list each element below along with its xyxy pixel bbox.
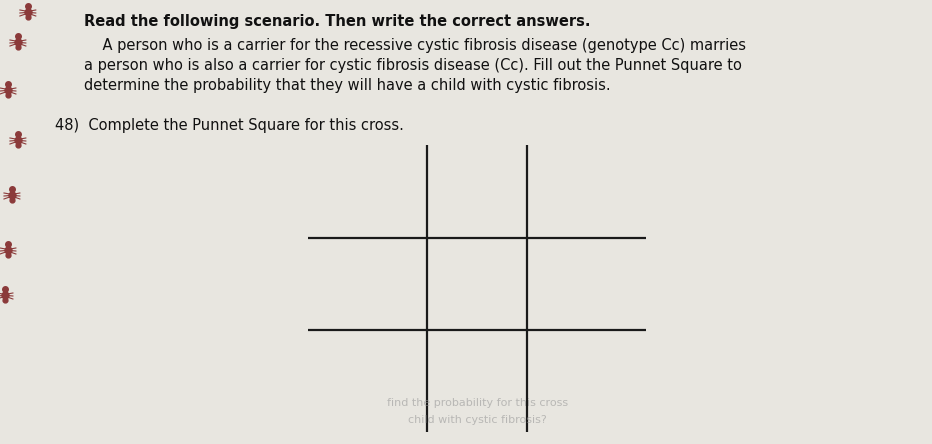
Text: 48)  Complete the Punnet Square for this cross.: 48) Complete the Punnet Square for this … xyxy=(55,118,404,133)
Text: determine the probability that they will have a child with cystic fibrosis.: determine the probability that they will… xyxy=(85,78,611,93)
Text: find the probability for this cross: find the probability for this cross xyxy=(387,398,568,408)
Text: child with cystic fibrosis?: child with cystic fibrosis? xyxy=(408,415,546,425)
Text: A person who is a carrier for the recessive cystic fibrosis disease (genotype Cc: A person who is a carrier for the recess… xyxy=(85,38,747,53)
Text: Read the following scenario. Then write the correct answers.: Read the following scenario. Then write … xyxy=(85,14,591,29)
Text: a person who is also a carrier for cystic fibrosis disease (Cc). Fill out the Pu: a person who is also a carrier for cysti… xyxy=(85,58,743,73)
